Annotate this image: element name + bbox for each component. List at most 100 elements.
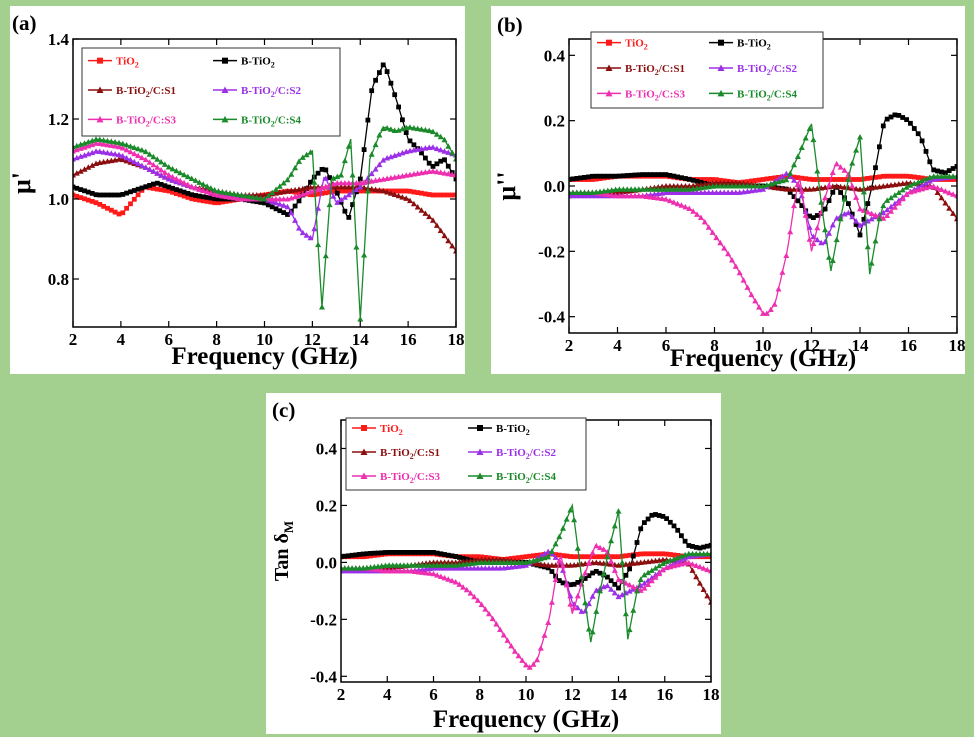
series-marker-S2 bbox=[674, 558, 681, 565]
series-marker-B-TiO2 bbox=[795, 198, 801, 204]
series-marker-S2 bbox=[322, 175, 329, 181]
series-marker-S1 bbox=[802, 186, 809, 192]
series-marker-S3 bbox=[659, 195, 666, 201]
series-marker-B-TiO2 bbox=[346, 553, 351, 559]
series-marker-TiO2 bbox=[131, 196, 137, 202]
series-marker-TiO2 bbox=[900, 173, 906, 179]
series-marker-TiO2 bbox=[873, 175, 878, 180]
series-marker-B-TiO2 bbox=[605, 574, 610, 580]
series-marker-B-TiO2 bbox=[262, 200, 267, 206]
series-marker-S4 bbox=[732, 183, 739, 189]
series-marker-S4 bbox=[651, 186, 658, 192]
x-tick-label: 16 bbox=[900, 336, 917, 355]
legend-item-B-TiO2: B-TiO2 bbox=[468, 423, 530, 437]
series-marker-S2 bbox=[802, 208, 809, 214]
series-marker-S4 bbox=[911, 180, 918, 187]
series-marker-TiO2 bbox=[400, 188, 405, 194]
series-marker-TiO2 bbox=[579, 554, 584, 560]
series-marker-S3 bbox=[441, 574, 448, 581]
series-marker-B-TiO2 bbox=[853, 222, 859, 227]
series-marker-TiO2 bbox=[811, 177, 816, 182]
series-marker-TiO2 bbox=[216, 200, 221, 206]
series-marker-B-TiO2 bbox=[166, 184, 172, 190]
series-marker-S4 bbox=[822, 226, 829, 233]
series-marker-S4 bbox=[246, 193, 253, 199]
series-marker-S4 bbox=[357, 316, 364, 322]
series-marker-S1 bbox=[430, 217, 436, 223]
series-marker-S2 bbox=[154, 170, 161, 176]
series-marker-TiO2 bbox=[649, 551, 655, 557]
series-marker-S2 bbox=[729, 189, 735, 195]
series-marker-S1 bbox=[597, 560, 603, 566]
series-marker-S2 bbox=[441, 148, 448, 154]
y-tick-label: 0.4 bbox=[316, 439, 338, 458]
series-marker-TiO2 bbox=[593, 176, 599, 182]
series-marker-S4 bbox=[876, 215, 883, 222]
legend-marker bbox=[360, 448, 368, 455]
series-marker-S4 bbox=[242, 192, 249, 199]
series-marker-TiO2 bbox=[597, 554, 603, 560]
series-marker-B-TiO2 bbox=[265, 202, 271, 208]
series-marker-B-TiO2 bbox=[693, 545, 699, 550]
series-marker-S4 bbox=[868, 260, 875, 266]
series-marker-B-TiO2 bbox=[931, 167, 937, 173]
series-marker-B-TiO2 bbox=[578, 175, 583, 181]
series-marker-TiO2 bbox=[78, 195, 84, 200]
series-marker-TiO2 bbox=[807, 176, 812, 182]
series-marker-B-TiO2 bbox=[379, 550, 385, 556]
legend-box bbox=[345, 417, 587, 491]
legend-marker bbox=[718, 39, 724, 46]
series-marker-S4 bbox=[639, 186, 646, 192]
series-marker-S1 bbox=[81, 166, 88, 172]
legend-marker bbox=[476, 448, 484, 455]
series-marker-B-TiO2 bbox=[357, 552, 362, 557]
series-marker-S3 bbox=[794, 181, 801, 187]
series-marker-S1 bbox=[376, 187, 383, 193]
series-marker-B-TiO2 bbox=[624, 173, 630, 178]
series-marker-S1 bbox=[942, 200, 949, 206]
series-marker-TiO2 bbox=[667, 552, 673, 557]
series-marker-S2 bbox=[880, 209, 887, 216]
series-marker-B-TiO2 bbox=[442, 157, 447, 163]
series-marker-S3 bbox=[200, 187, 207, 193]
series-marker-S3 bbox=[806, 236, 813, 242]
chart-c-svg: 2 4 6 8 10 12 14 16 18 -0.4 -0.2 0.0 0.2 0.4 Frequency… bbox=[271, 398, 720, 733]
series-marker-S4 bbox=[841, 196, 848, 202]
x-tick-label: 14 bbox=[852, 336, 870, 355]
plot-area bbox=[73, 62, 456, 322]
series-marker-S3 bbox=[184, 181, 191, 188]
series-marker-S4 bbox=[798, 144, 805, 150]
series-marker-B-TiO2 bbox=[663, 172, 669, 177]
legend-marker bbox=[606, 39, 612, 46]
series-marker-S1 bbox=[704, 592, 711, 599]
series-marker-B-TiO2 bbox=[632, 172, 638, 178]
series-marker-S1 bbox=[903, 180, 910, 186]
series-marker-B-TiO2 bbox=[950, 166, 956, 171]
series-marker-S3 bbox=[837, 164, 844, 170]
series-marker-S1 bbox=[433, 222, 440, 228]
series-marker-S2 bbox=[127, 156, 134, 163]
series-marker-S4 bbox=[899, 186, 906, 193]
series-marker-B-TiO2 bbox=[353, 552, 359, 558]
series-marker-S3 bbox=[486, 610, 492, 617]
series-marker-S4 bbox=[641, 571, 648, 578]
series-marker-TiO2 bbox=[407, 188, 413, 194]
series-marker-S2 bbox=[158, 172, 165, 178]
series-marker-S3 bbox=[341, 180, 348, 186]
series-marker-S4 bbox=[663, 186, 669, 192]
x-tick-label: 14 bbox=[610, 685, 628, 704]
series-marker-S1 bbox=[330, 184, 337, 190]
legend-marker bbox=[476, 472, 484, 479]
series-marker-S4 bbox=[158, 158, 165, 165]
series-marker-S3 bbox=[471, 593, 478, 600]
series-marker-B-TiO2 bbox=[361, 147, 367, 152]
series-marker-TiO2 bbox=[338, 188, 344, 194]
series-marker-S4 bbox=[322, 252, 329, 259]
series-marker-S3 bbox=[112, 143, 119, 149]
series-marker-S2 bbox=[311, 225, 318, 232]
series-marker-S3 bbox=[541, 632, 548, 638]
series-marker-S3 bbox=[526, 664, 533, 670]
series-marker-S3 bbox=[382, 567, 389, 574]
series-marker-S3 bbox=[895, 200, 902, 206]
series-marker-TiO2 bbox=[534, 552, 540, 558]
